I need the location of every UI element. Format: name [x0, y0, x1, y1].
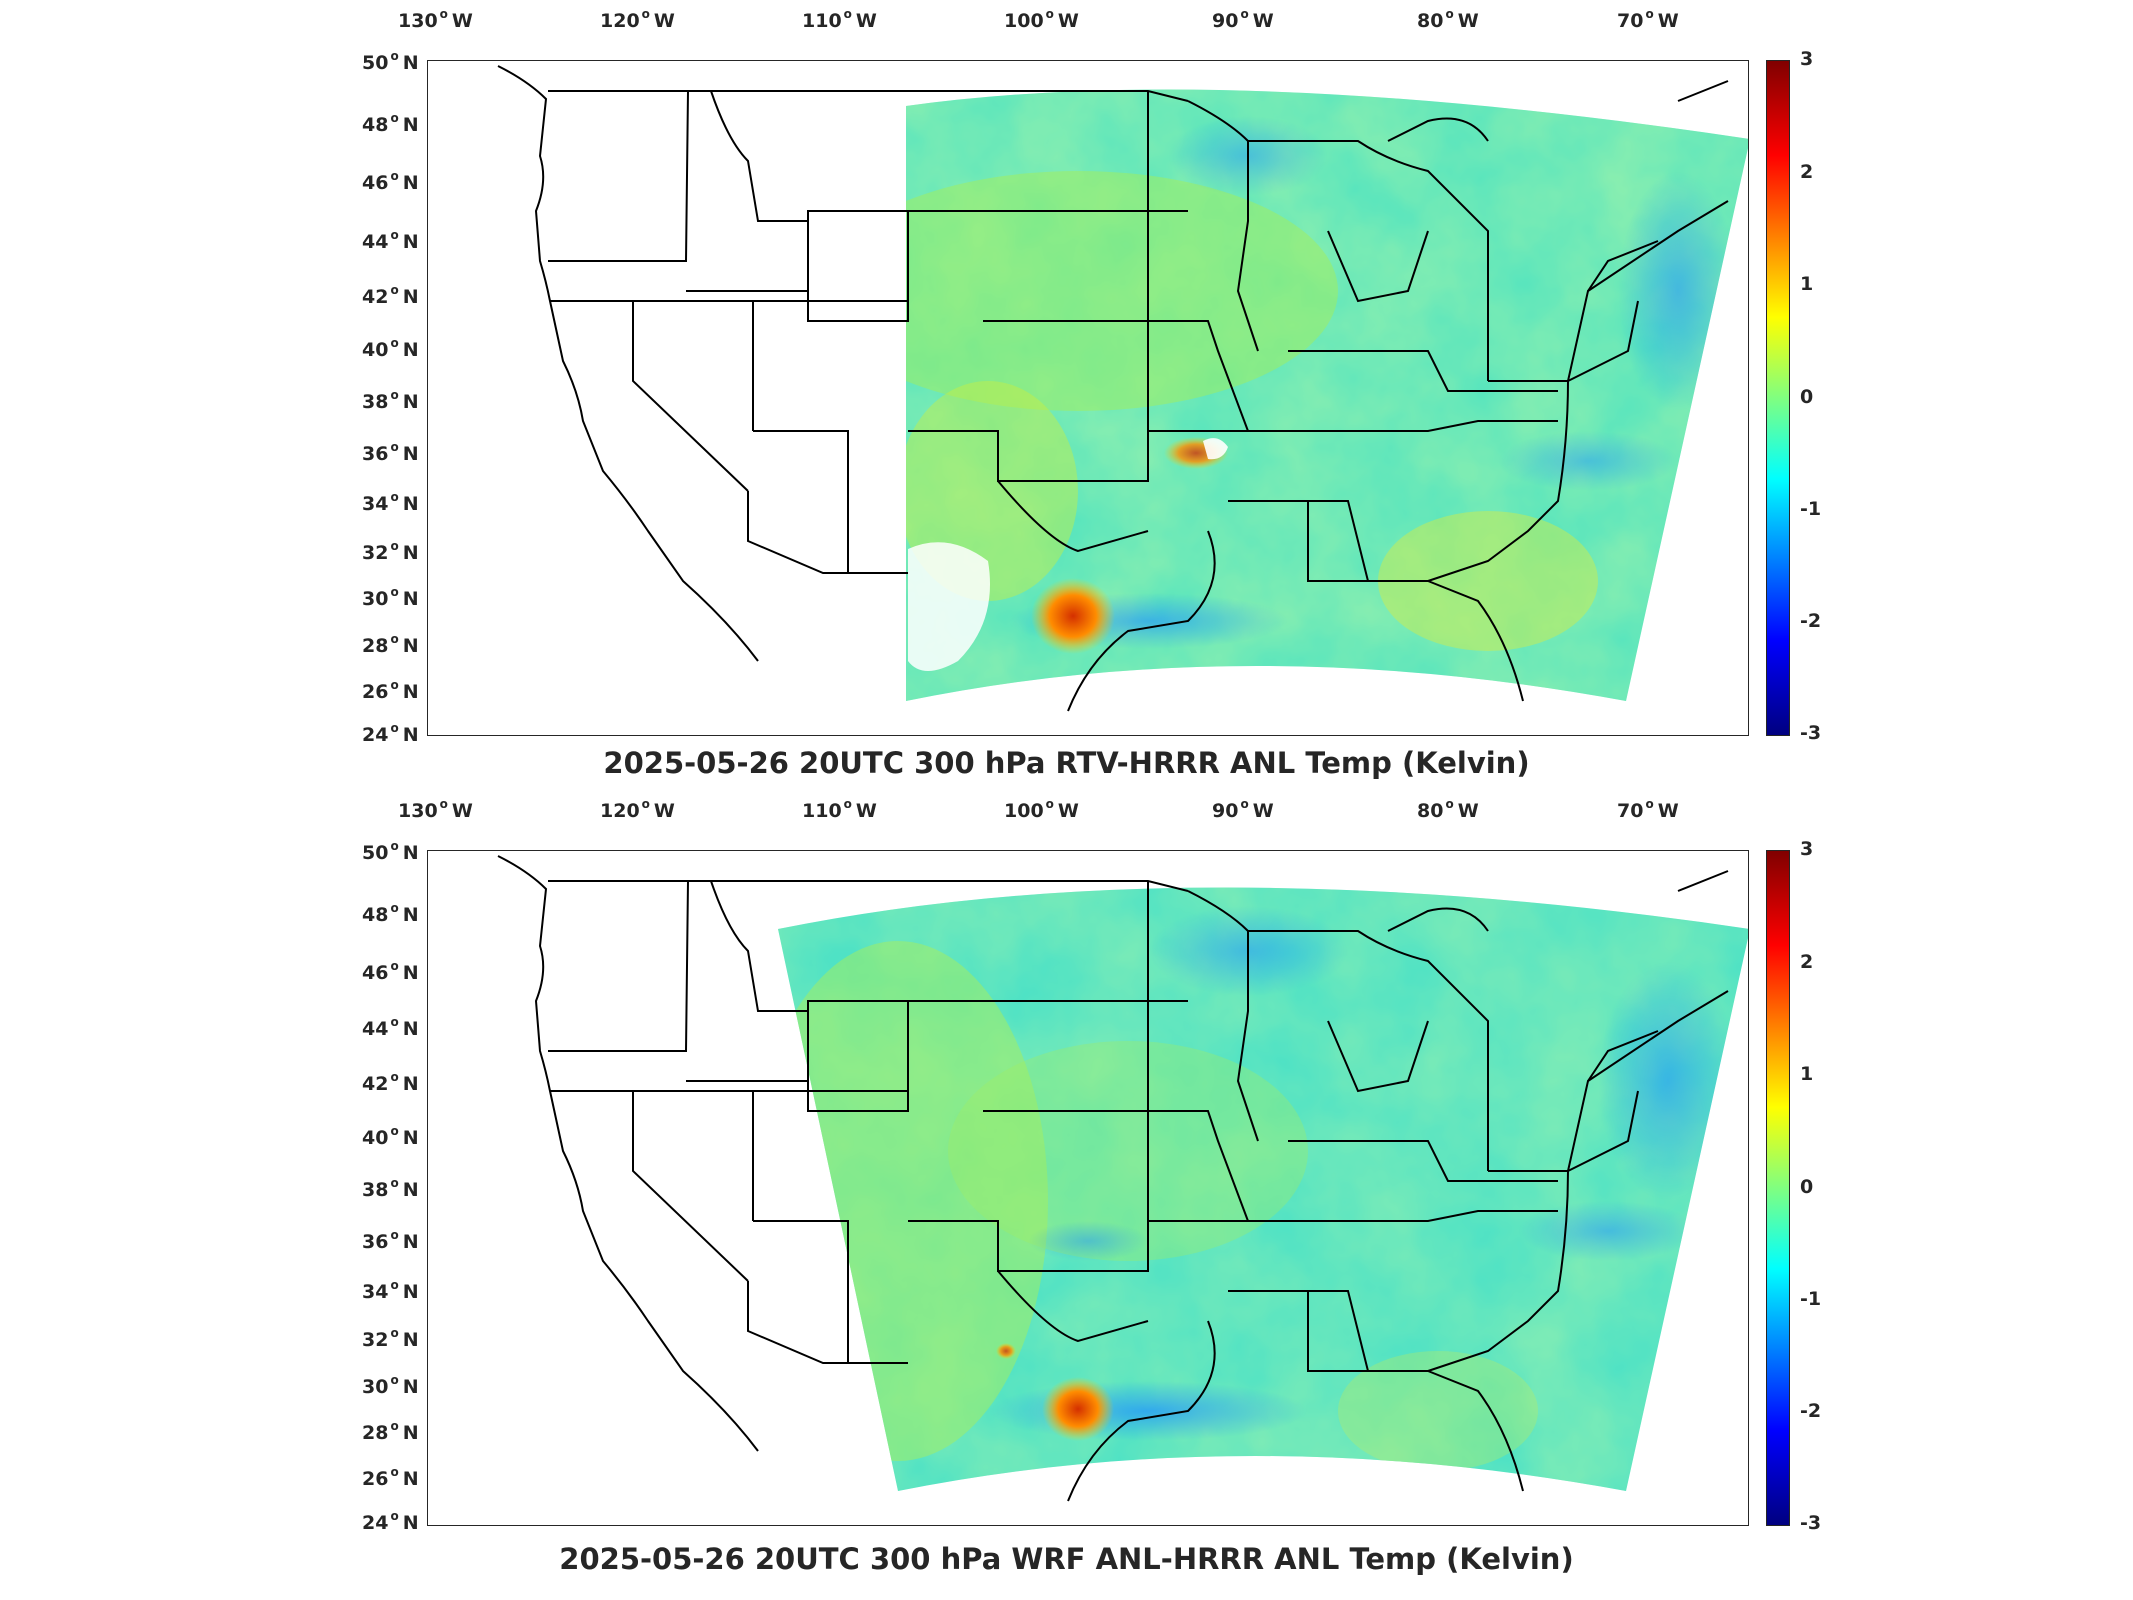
lat-tick-label: 48 o N — [362, 901, 419, 926]
lat-tick-label: 32 o N — [362, 1326, 419, 1351]
lat-tick-label: 40 o N — [362, 336, 419, 361]
lat-tick-label: 24 o N — [362, 1509, 419, 1534]
colorbar — [1766, 850, 1790, 1526]
bottom-panel: 130 o W 120 o W 110 o W 100 o W 90 o W 80 o W 70 o W 5… — [0, 790, 2133, 1600]
lat-tick-label: 44 o N — [362, 1015, 419, 1040]
colorbar-tick: 3 — [1800, 48, 1814, 70]
lat-tick-label: 34 o N — [362, 1278, 419, 1303]
colorbar — [1766, 60, 1790, 736]
colorbar-tick: 1 — [1800, 273, 1814, 295]
state-borders — [497, 855, 1729, 1502]
lon-tick-label: 130 o W — [398, 797, 473, 822]
lon-tick-label: 120 o W — [600, 797, 675, 822]
lat-tick-label: 40 o N — [362, 1124, 419, 1149]
lat-tick-label: 32 o N — [362, 539, 419, 564]
lon-tick-label: 70 o W — [1617, 7, 1679, 32]
colorbar-tick: 1 — [1800, 1063, 1814, 1085]
lat-tick-label: 44 o N — [362, 228, 419, 253]
lat-tick-label: 38 o N — [362, 1176, 419, 1201]
lat-tick-label: 28 o N — [362, 1419, 419, 1444]
lon-tick-label: 90 o W — [1212, 797, 1274, 822]
lat-tick-label: 26 o N — [362, 678, 419, 703]
colorbar-tick: 0 — [1800, 1176, 1814, 1198]
lon-tick-label: 100 o W — [1004, 7, 1079, 32]
lat-tick-label: 28 o N — [362, 632, 419, 657]
temperature-difference-map — [497, 855, 1748, 1502]
lon-tick-label: 70 o W — [1617, 797, 1679, 822]
lat-tick-label: 42 o N — [362, 283, 419, 308]
lat-tick-label: 34 o N — [362, 490, 419, 515]
lat-tick-label: 24 o N — [362, 721, 419, 746]
lat-tick-label: 50 o N — [362, 49, 419, 74]
lat-tick-label: 30 o N — [362, 1373, 419, 1398]
lat-tick-label: 36 o N — [362, 1228, 419, 1253]
colorbar-tick: 0 — [1800, 386, 1814, 408]
state-borders — [497, 65, 1729, 712]
lon-tick-label: 80 o W — [1417, 797, 1479, 822]
map-frame[interactable] — [427, 60, 1749, 736]
lon-tick-label: 120 o W — [600, 7, 675, 32]
lat-tick-label: 48 o N — [362, 111, 419, 136]
lat-tick-label: 46 o N — [362, 959, 419, 984]
lat-tick-label: 38 o N — [362, 388, 419, 413]
lon-tick-label: 110 o W — [802, 7, 877, 32]
colorbar-tick: 2 — [1800, 951, 1814, 973]
lon-tick-label: 100 o W — [1004, 797, 1079, 822]
lon-tick-label: 80 o W — [1417, 7, 1479, 32]
lat-tick-label: 46 o N — [362, 169, 419, 194]
panel-title: 2025-05-26 20UTC 300 hPa RTV-HRRR ANL Te… — [603, 746, 1530, 780]
colorbar-tick: 2 — [1800, 161, 1814, 183]
lat-tick-label: 42 o N — [362, 1070, 419, 1095]
map-frame[interactable] — [427, 850, 1749, 1526]
lon-tick-label: 110 o W — [802, 797, 877, 822]
colorbar-tick: -1 — [1800, 498, 1822, 520]
colorbar-tick: -2 — [1800, 610, 1822, 632]
field-domain — [778, 887, 1748, 1491]
lat-tick-label: 36 o N — [362, 440, 419, 465]
lon-tick-label: 90 o W — [1212, 7, 1274, 32]
colorbar-tick: 3 — [1800, 838, 1814, 860]
colorbar-tick: -1 — [1800, 1288, 1822, 1310]
lat-tick-label: 30 o N — [362, 585, 419, 610]
lat-tick-label: 50 o N — [362, 839, 419, 864]
colorbar-tick: -3 — [1800, 1512, 1822, 1534]
panel-title: 2025-05-26 20UTC 300 hPa WRF ANL-HRRR AN… — [559, 1542, 1574, 1576]
lon-tick-label: 130 o W — [398, 7, 473, 32]
field-domain — [906, 89, 1748, 702]
temperature-difference-map — [497, 65, 1748, 712]
colorbar-tick: -2 — [1800, 1400, 1822, 1422]
lat-tick-label: 26 o N — [362, 1465, 419, 1490]
top-panel: 130 o W 120 o W 110 o W 100 o W 90 o W 80 o W 70 o W 5… — [0, 0, 2133, 790]
colorbar-tick: -3 — [1800, 722, 1822, 744]
